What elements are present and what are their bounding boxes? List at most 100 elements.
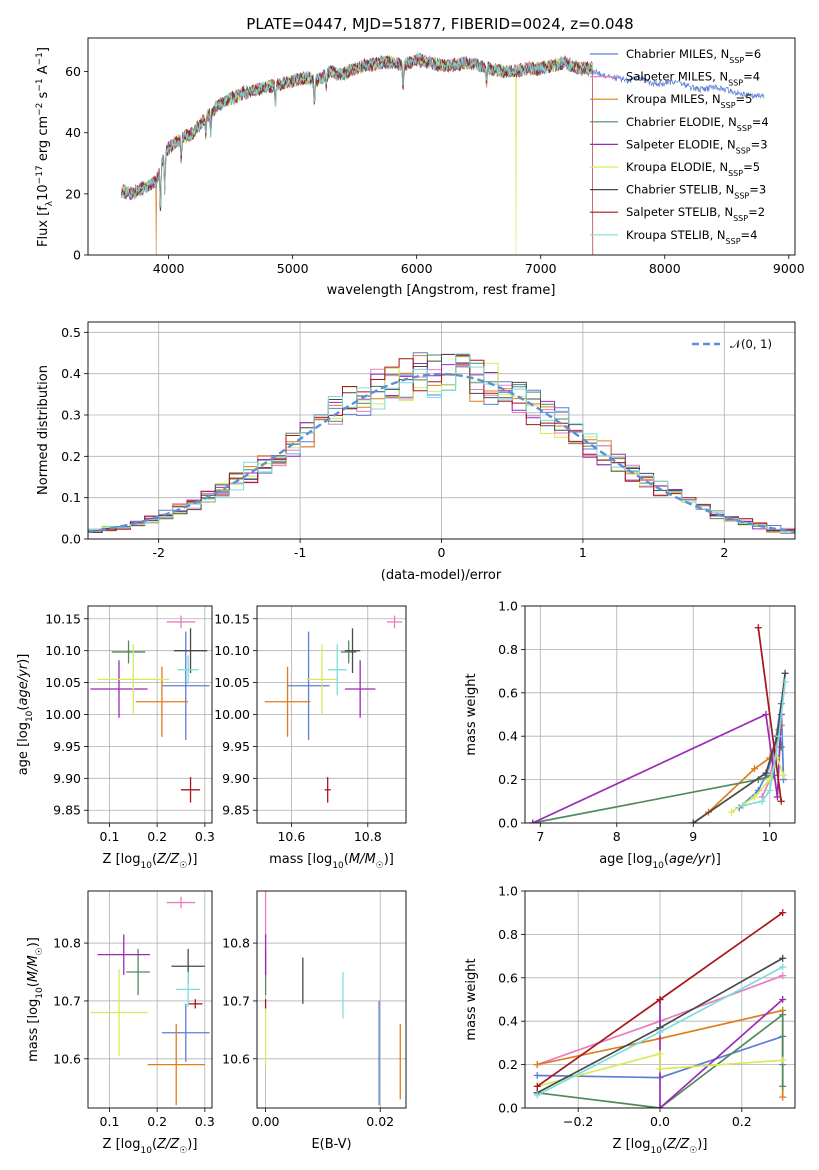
y-tick-label: 10.6 bbox=[53, 1051, 81, 1066]
weight-marker bbox=[780, 771, 788, 779]
errorbar-point bbox=[188, 999, 203, 1009]
axes-frame bbox=[87, 321, 796, 540]
x-tick-label: 2 bbox=[720, 545, 728, 560]
x-tick-label: 0.2 bbox=[732, 1114, 752, 1129]
axes-frame bbox=[87, 37, 796, 256]
figure-title: PLATE=0447, MJD=51877, FIBERID=0024, z=0… bbox=[246, 15, 633, 33]
errorbar-point bbox=[161, 631, 210, 741]
plot-spectrum: 4000 5000 6000 7000 8000 9000 0 20 40 60 wavelengt… bbox=[35, 37, 805, 298]
errorbar-point bbox=[344, 660, 376, 718]
weight-marker bbox=[775, 732, 783, 740]
errorbar-point bbox=[97, 644, 170, 715]
x-axis-label: (data-model)/error bbox=[381, 568, 502, 583]
weight-lines bbox=[529, 624, 789, 823]
y-tick-label: 9.95 bbox=[53, 739, 81, 754]
y-tick-label: 10.15 bbox=[214, 611, 250, 626]
x-tick-label: -2 bbox=[152, 545, 164, 560]
x-tick-label: 0.3 bbox=[195, 829, 215, 844]
weight-marker bbox=[533, 1061, 541, 1069]
x-tick-label: 10.6 bbox=[277, 829, 305, 844]
spectrum-series-line bbox=[121, 53, 594, 255]
y-tick-label: 9.90 bbox=[222, 771, 250, 786]
errorbar-point bbox=[176, 972, 201, 1007]
errorbar-point bbox=[344, 628, 361, 674]
y-tick-label: 10.00 bbox=[45, 707, 81, 722]
errorbar-point bbox=[135, 666, 189, 737]
y-tick-label: 0.2 bbox=[498, 1057, 518, 1072]
errorbar-point bbox=[173, 628, 208, 674]
plot-mass-vs-EBV: 0.00 0.02 10.6 10.7 10.8 E(B-V) bbox=[222, 890, 407, 1152]
y-tick-label: 0 bbox=[73, 248, 81, 263]
x-axis-label: mass [log10(M/M☉)] bbox=[269, 852, 394, 871]
weight-marker bbox=[779, 996, 787, 1003]
x-tick-label: 0.0 bbox=[650, 1114, 670, 1129]
y-axis-label: mass weight bbox=[464, 958, 479, 1040]
errorbar-point bbox=[90, 660, 148, 718]
plot-mass-vs-Z: 0.1 0.2 0.3 10.6 10.7 10.8 Z [log10(Z/Z☉)] mass… bbox=[26, 890, 215, 1156]
y-tick-label: 10.00 bbox=[214, 707, 250, 722]
errorbar-point bbox=[181, 777, 201, 803]
x-tick-label: 0.1 bbox=[100, 829, 120, 844]
y-tick-label: 0.2 bbox=[498, 772, 518, 787]
y-tick-label: 10.6 bbox=[222, 1051, 250, 1066]
y-tick-label: 20 bbox=[65, 186, 81, 201]
legend-label: Kroupa STELIB, NSSP=4 bbox=[626, 228, 757, 246]
y-axis-label: age [log10(age/yr)] bbox=[16, 654, 35, 776]
y-tick-label: 0.0 bbox=[61, 532, 81, 547]
legend-label: Chabrier ELODIE, NSSP=4 bbox=[626, 115, 769, 133]
x-tick-label: -1 bbox=[294, 545, 306, 560]
weight-marker bbox=[779, 972, 787, 980]
x-tick-label: 1 bbox=[579, 545, 587, 560]
y-tick-label: 1.0 bbox=[498, 884, 518, 899]
legend-label: Chabrier MILES, NSSP=6 bbox=[626, 47, 761, 65]
y-tick-label: 10.05 bbox=[214, 675, 250, 690]
weight-marker bbox=[779, 1093, 787, 1101]
weight-marker bbox=[779, 954, 787, 962]
legend: Chabrier MILES, NSSP=6 Salpeter MILES, NS… bbox=[590, 47, 769, 245]
x-axis-label: Z [log10(Z/Z☉)] bbox=[613, 1137, 708, 1156]
x-axis-label: wavelength [Angstrom, rest frame] bbox=[327, 283, 556, 298]
y-tick-label: 0.5 bbox=[61, 325, 81, 340]
plot-residuals: -2 -1 0 1 2 0.0 0.1 0.2 0.3 0.4 0.5 𝒩(0, 1) (data-mo… bbox=[36, 321, 796, 583]
errorbar-point bbox=[126, 948, 150, 996]
x-tick-label: 0.02 bbox=[366, 1114, 394, 1129]
legend-label: Kroupa MILES, NSSP=5 bbox=[626, 92, 752, 110]
legend-label: Salpeter ELODIE, NSSP=3 bbox=[626, 137, 768, 155]
errorbar-point bbox=[161, 1003, 210, 1062]
weight-marker bbox=[754, 624, 762, 632]
weight-marker bbox=[762, 711, 770, 718]
errorbar-point bbox=[386, 615, 403, 629]
weight-marker bbox=[781, 669, 789, 677]
weight-series-line bbox=[532, 713, 783, 823]
x-tick-label: 0.2 bbox=[147, 829, 167, 844]
weight-marker bbox=[779, 1056, 787, 1064]
spectrum-series-line bbox=[121, 52, 594, 208]
x-tick-label: 0.00 bbox=[252, 1114, 280, 1129]
plot-age-vs-mass: 10.6 10.8 9.85 9.90 9.95 10.00 10.05 10.10 10.15… bbox=[214, 605, 407, 871]
errorbar-point bbox=[177, 655, 199, 684]
y-axis-label: mass weight bbox=[464, 673, 479, 755]
y-tick-label: 40 bbox=[65, 125, 81, 140]
y-tick-label: 0.6 bbox=[498, 685, 518, 700]
x-tick-label: 9 bbox=[689, 829, 697, 844]
y-tick-label: 10.15 bbox=[45, 611, 81, 626]
legend-label: Kroupa ELODIE, NSSP=5 bbox=[626, 160, 760, 178]
weight-lines bbox=[533, 909, 787, 1108]
weight-marker bbox=[728, 808, 736, 816]
weight-series-line bbox=[659, 998, 784, 1108]
errorbar-point bbox=[166, 615, 196, 629]
spectrum-series-line bbox=[121, 55, 594, 255]
errorbar-point bbox=[306, 644, 338, 715]
axes-frame bbox=[524, 605, 796, 824]
weight-marker bbox=[758, 797, 766, 805]
y-tick-label: 9.85 bbox=[53, 803, 81, 818]
errorbar-point bbox=[97, 934, 150, 975]
errorbar-point bbox=[287, 631, 330, 741]
x-tick-label: 0.2 bbox=[147, 1114, 167, 1129]
y-tick-label: 0.4 bbox=[498, 1014, 518, 1029]
weight-marker bbox=[779, 1011, 787, 1019]
spectrum-lines bbox=[121, 52, 765, 255]
weight-marker bbox=[777, 797, 785, 805]
x-axis-label: Z [log10(Z/Z☉)] bbox=[103, 852, 198, 871]
